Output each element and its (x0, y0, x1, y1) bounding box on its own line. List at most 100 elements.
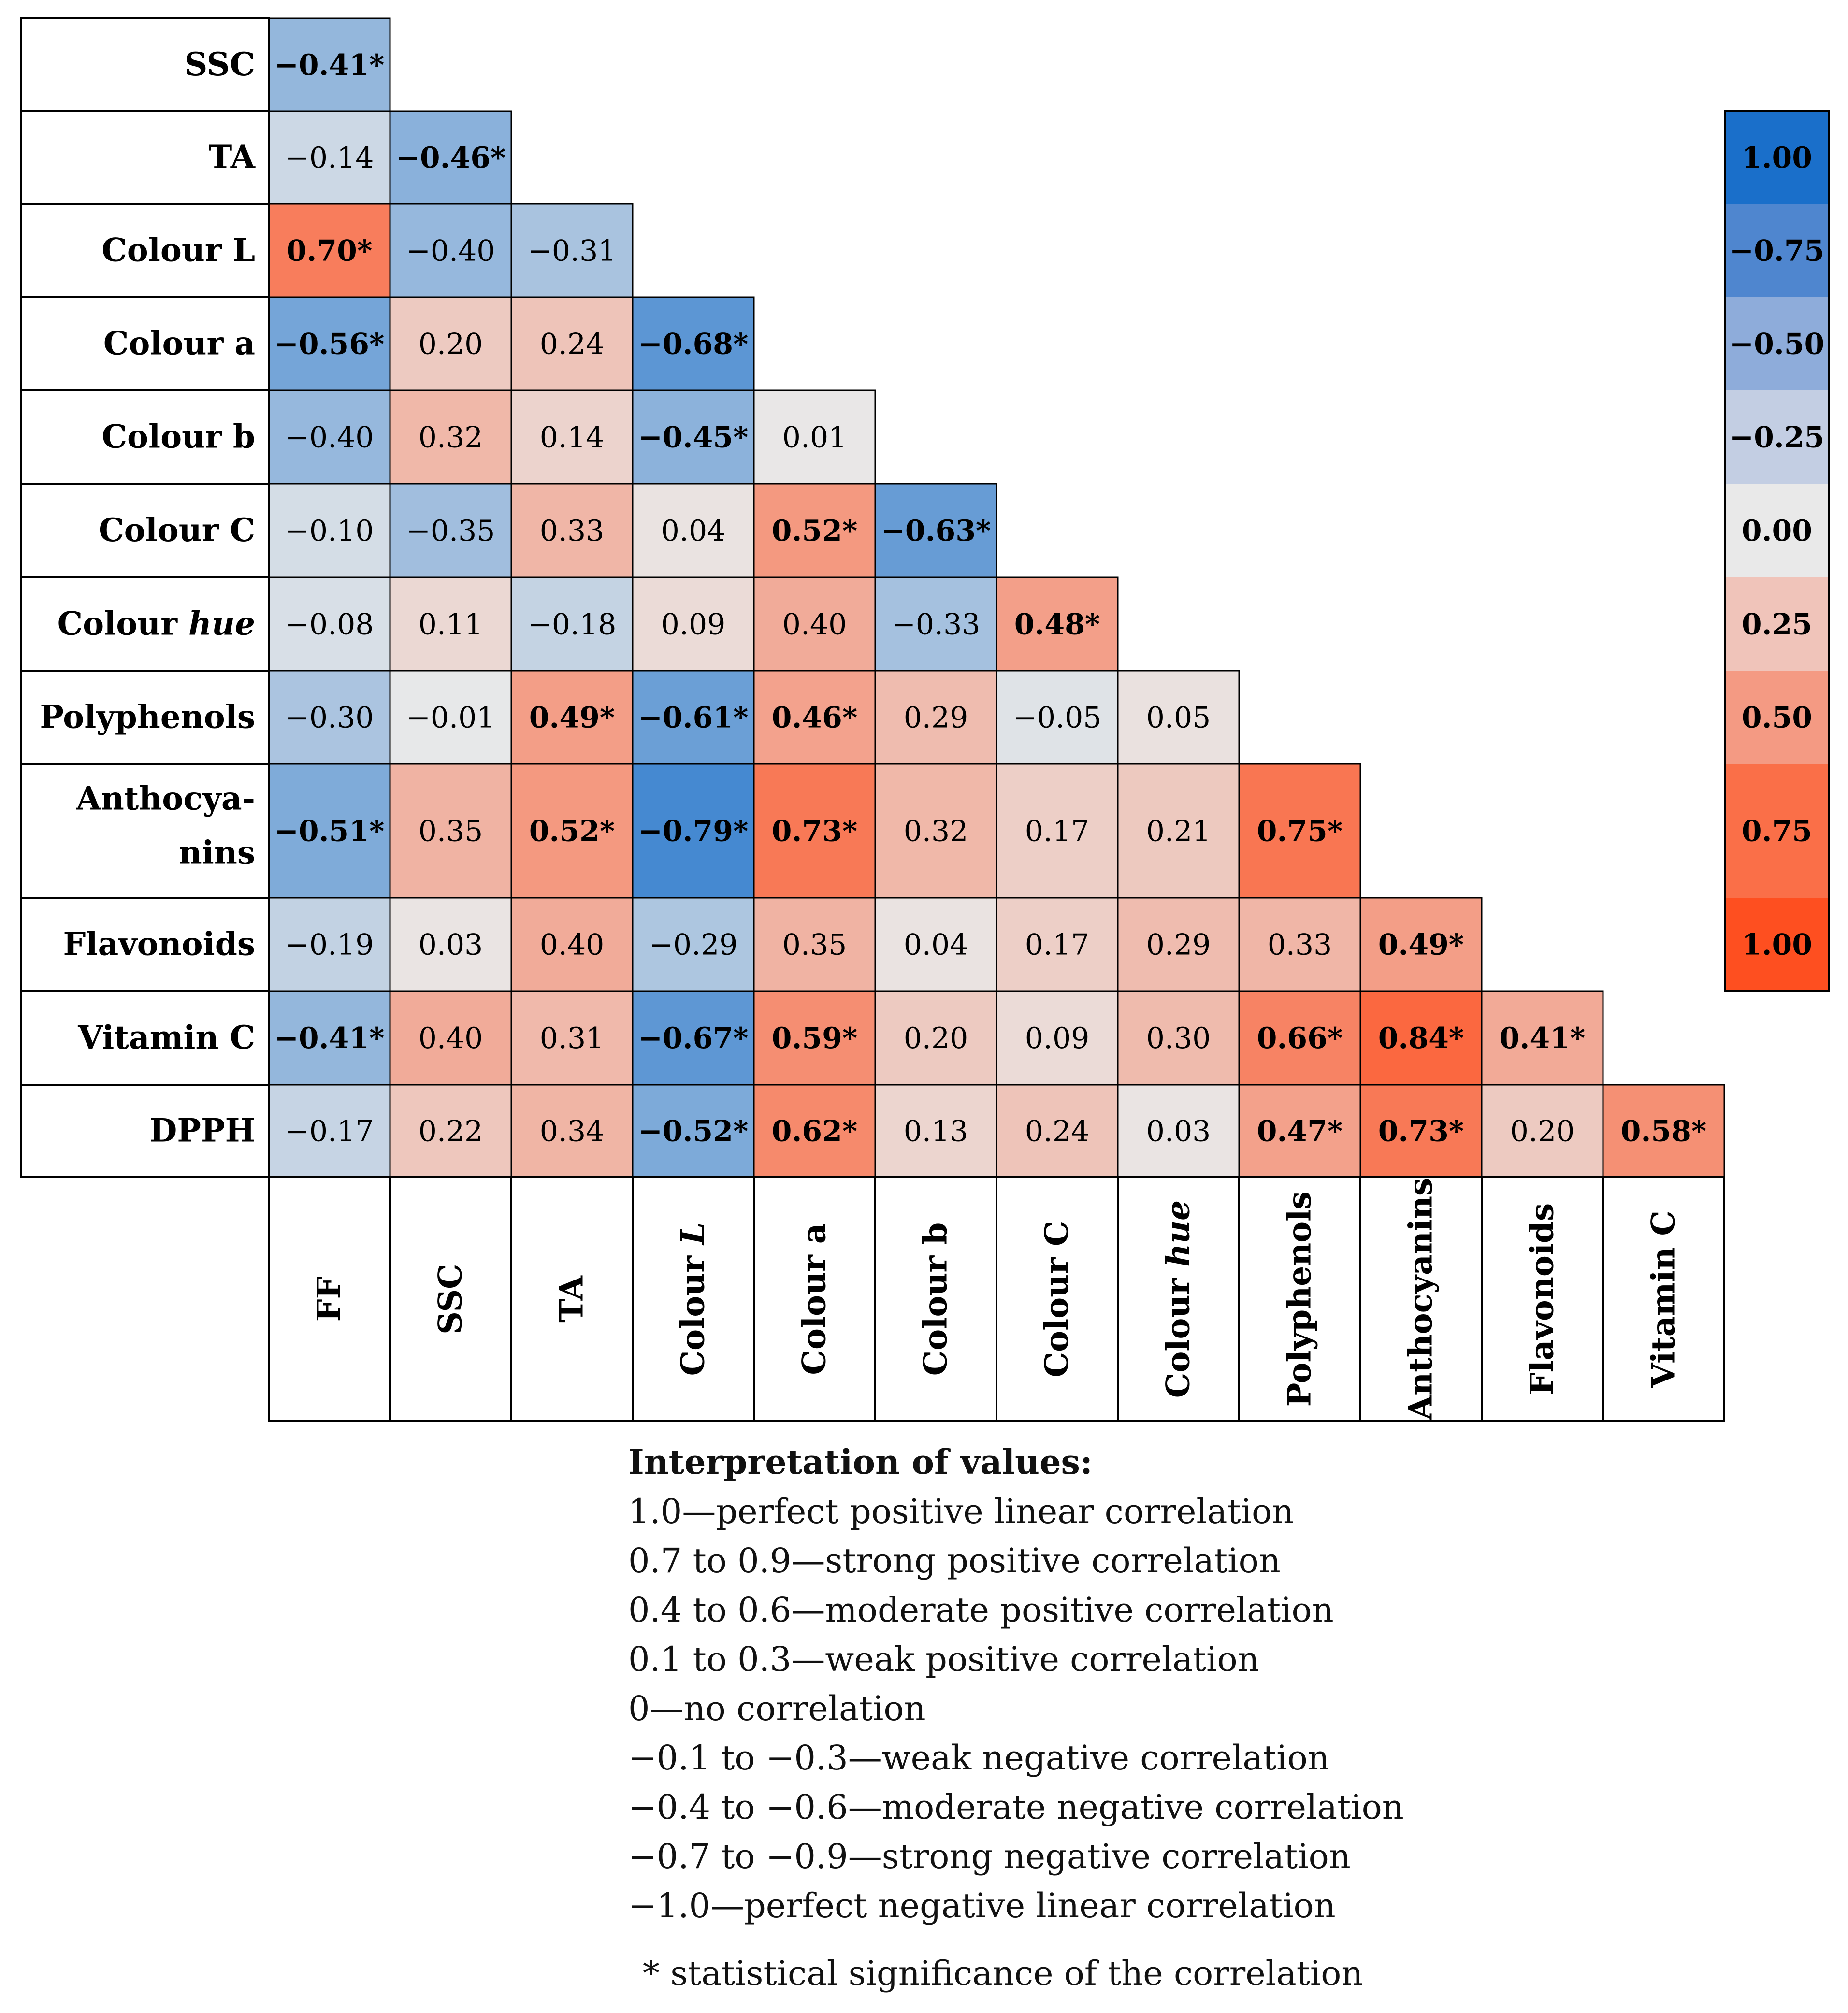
cell-value: 0.04 (904, 928, 968, 962)
legend-swatch (1725, 111, 1829, 204)
cell-value: −0.61* (638, 701, 749, 735)
column-label-box (1238, 1176, 1361, 1422)
row-label: SSC (185, 45, 255, 83)
cell-value: −0.31 (528, 234, 617, 268)
legend-swatch (1725, 671, 1829, 764)
cell-value: −0.08 (285, 608, 374, 642)
column-label-box (510, 1176, 634, 1422)
legend-label: 1.00 (1742, 141, 1812, 175)
legend-label: 0.75 (1742, 815, 1812, 848)
row-label-box (20, 203, 270, 298)
heatmap-cell (632, 296, 755, 391)
heatmap-cell (1602, 1084, 1725, 1178)
notes-line: 0—no correlation (628, 1689, 926, 1728)
column-label-box (996, 1176, 1119, 1422)
cell-value: 0.33 (1268, 928, 1332, 962)
heatmap-cell (510, 389, 634, 485)
column-label-box (1602, 1176, 1725, 1422)
row-label: Colour C (99, 511, 255, 549)
cell-value: 0.04 (661, 514, 726, 548)
row-label: Polyphenols (40, 698, 255, 736)
column-label-box (632, 1176, 755, 1422)
cell-value: 0.20 (419, 328, 483, 361)
heatmap-cell (268, 670, 391, 765)
cell-value: 0.75* (1257, 815, 1343, 848)
heatmap-cell (1238, 990, 1361, 1086)
heatmap-cell (996, 1084, 1119, 1178)
row-label-box (20, 483, 270, 578)
row-label: Vitamin C (77, 1019, 255, 1056)
significance-footnote: * statistical significance of the correl… (643, 1954, 1363, 1993)
cell-value: 0.24 (540, 328, 605, 361)
cell-value: 0.35 (782, 928, 847, 962)
row-label-box (20, 110, 270, 205)
heatmap-cell (874, 897, 997, 992)
legend-swatch (1725, 390, 1829, 484)
row-label: Colour hue (58, 605, 255, 643)
row-label: Colour b (101, 418, 255, 456)
notes-line: −0.7 to −0.9—strong negative correlation (628, 1837, 1351, 1876)
legend-swatch (1725, 484, 1829, 577)
heatmap-cell (874, 763, 997, 899)
column-label: Vitamin C (1645, 1210, 1682, 1388)
heatmap-cell (874, 483, 997, 578)
cell-value: −0.40 (285, 421, 374, 455)
column-labels: FF SSC TA Colour L Colour a Colour b Colour C C… (268, 1176, 1725, 1422)
heatmap-cell (268, 203, 391, 298)
heatmap-cell (1481, 990, 1604, 1086)
cell-value: 0.58* (1621, 1115, 1707, 1149)
column-label-box (389, 1176, 512, 1422)
heatmap-cell (1359, 897, 1483, 992)
legend-swatch (1725, 764, 1829, 898)
column-label-box (1117, 1176, 1240, 1422)
column-label: Anthocyanins (1402, 1178, 1440, 1421)
cell-value: 0.70* (287, 234, 373, 268)
cell-value: 0.03 (1146, 1115, 1211, 1149)
legend-label: 0.00 (1742, 514, 1812, 548)
legend-border (1724, 110, 1830, 992)
heatmap-cell (996, 763, 1119, 899)
heatmap-cell (389, 576, 512, 672)
heatmap-cell (510, 483, 634, 578)
cell-value: −0.79* (638, 815, 749, 848)
notes-line: 0.7 to 0.9—strong positive correlation (628, 1541, 1281, 1581)
legend-swatch (1725, 204, 1829, 297)
cell-value: −0.35 (406, 514, 495, 548)
cell-value: 0.35 (419, 815, 483, 848)
cell-value: −0.56* (274, 328, 385, 361)
cell-value: 0.09 (1025, 1021, 1090, 1055)
cell-value: 0.31 (540, 1021, 605, 1055)
cell-value: −0.19 (285, 928, 374, 962)
cell-value: −0.67* (638, 1021, 749, 1055)
notes-title: Interpretation of values: (628, 1442, 1093, 1482)
cell-value: −0.01 (406, 701, 495, 735)
heatmap-cell (632, 1084, 755, 1178)
cell-value: −0.52* (638, 1115, 749, 1149)
heatmap-cell (1117, 1084, 1240, 1178)
cell-value: −0.41* (274, 48, 385, 82)
column-label-box (753, 1176, 876, 1422)
cell-value: 0.47* (1257, 1115, 1343, 1149)
heatmap-cell (1481, 1084, 1604, 1178)
row-label-box (20, 763, 270, 899)
row-label: nins (179, 834, 255, 872)
cell-value: 0.17 (1025, 928, 1090, 962)
cell-value: 0.24 (1025, 1115, 1090, 1149)
cell-value: 0.22 (419, 1115, 483, 1149)
heatmap-cell (268, 576, 391, 672)
cell-value: 0.73* (772, 815, 858, 848)
heatmap-cell (753, 389, 876, 485)
heatmap-cell (1117, 670, 1240, 765)
heatmap-cells: −0.41* −0.14 −0.46* 0.70* −0.40 −0.31 −0.56* 0.… (268, 17, 1725, 1178)
cell-value: −0.33 (892, 608, 981, 642)
column-label: Colour C (1038, 1221, 1076, 1378)
interpretation-notes: Interpretation of values: 1.0—perfect po… (628, 1438, 1812, 1998)
heatmap-cell (268, 1084, 391, 1178)
row-label: Flavonoids (63, 925, 255, 963)
heatmap-cell (389, 110, 512, 205)
heatmap-cell (510, 203, 634, 298)
cell-value: −0.17 (285, 1115, 374, 1149)
column-label: Colour b (917, 1222, 954, 1376)
cell-value: 0.09 (661, 608, 726, 642)
column-label: Flavonoids (1523, 1203, 1561, 1395)
